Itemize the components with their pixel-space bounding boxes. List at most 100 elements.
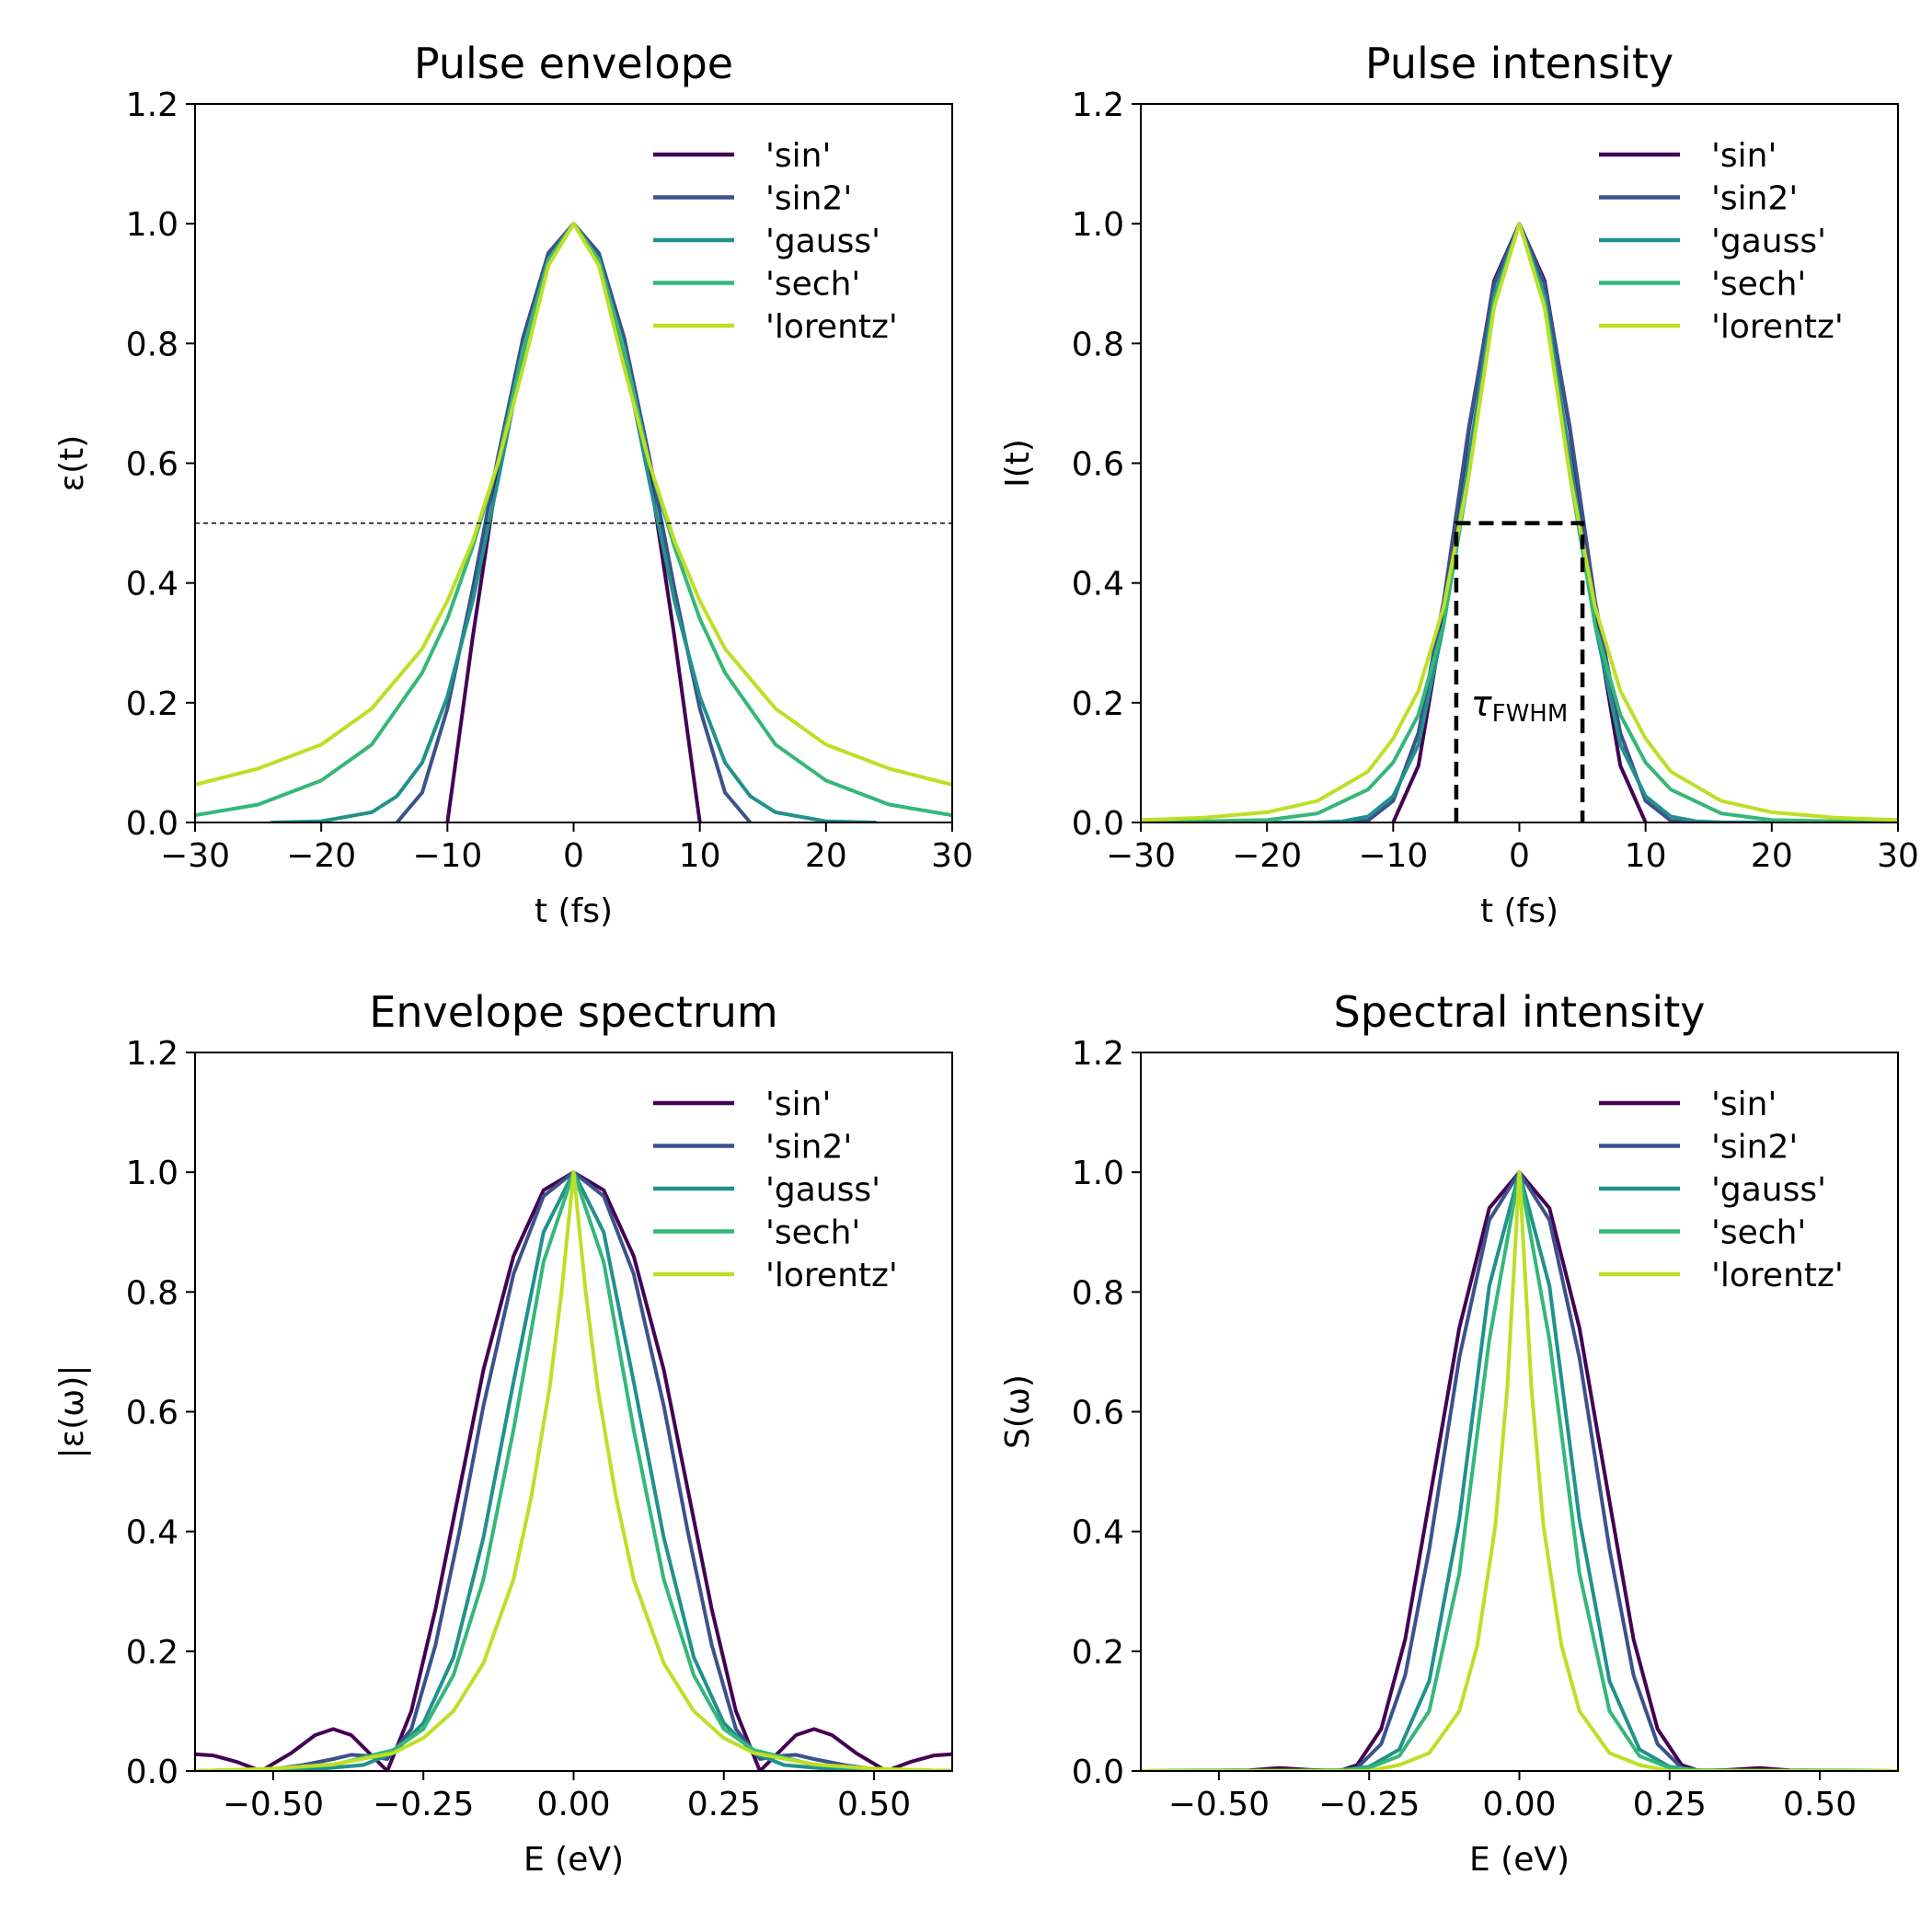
series-line-lorentz bbox=[195, 222, 952, 787]
y-tick-label: 0.6 bbox=[1072, 446, 1124, 484]
y-tick-label: 1.0 bbox=[1072, 1155, 1124, 1192]
legend-label-sin2: 'sin2' bbox=[1711, 1129, 1798, 1167]
y-tick-label: 0.0 bbox=[126, 805, 178, 843]
x-tick-label: 0 bbox=[563, 837, 584, 875]
y-tick-label: 0.2 bbox=[126, 685, 178, 723]
series-lines bbox=[195, 222, 952, 822]
legend-label-lorentz: 'lorentz' bbox=[1711, 1257, 1844, 1294]
y-tick-label: 1.0 bbox=[1072, 206, 1124, 244]
x-tick-label: 0.00 bbox=[536, 1786, 610, 1823]
legend-label-sech: 'sech' bbox=[765, 1214, 860, 1252]
y-tick-label: 0.0 bbox=[126, 1754, 178, 1791]
panel-title: Pulse envelope bbox=[414, 39, 733, 88]
x-axis-label: t (fs) bbox=[1480, 892, 1558, 930]
y-axis-label: |ε(ω)| bbox=[53, 1365, 91, 1459]
x-tick-label: −30 bbox=[1106, 837, 1176, 875]
series-line-lorentz bbox=[195, 1170, 952, 1771]
y-tick-label: 0.2 bbox=[1072, 685, 1124, 723]
x-axis-label: E (eV) bbox=[1469, 1841, 1570, 1879]
legend-label-gauss: 'gauss' bbox=[765, 1171, 880, 1209]
fwhm-bracket bbox=[1454, 521, 1585, 822]
series-lines bbox=[1141, 1170, 1898, 1771]
x-tick-label: −0.25 bbox=[373, 1786, 474, 1823]
x-tick-label: 20 bbox=[805, 837, 847, 875]
y-tick-label: 0.2 bbox=[126, 1634, 178, 1672]
x-tick-label: −20 bbox=[1232, 837, 1302, 875]
legend: 'sin' 'sin2' 'gauss' 'sech' 'lorentz' bbox=[653, 137, 898, 346]
legend: 'sin' 'sin2' 'gauss' 'sech' 'lorentz' bbox=[1599, 1086, 1844, 1294]
legend-label-gauss: 'gauss' bbox=[765, 223, 880, 260]
x-tick-label: −10 bbox=[1358, 837, 1428, 875]
x-axis-label: t (fs) bbox=[535, 892, 613, 930]
legend-label-sin2: 'sin2' bbox=[765, 180, 852, 218]
series-line-lorentz bbox=[1141, 222, 1898, 822]
y-tick-label: 0.4 bbox=[126, 566, 178, 604]
legend: 'sin' 'sin2' 'gauss' 'sech' 'lorentz' bbox=[653, 1086, 898, 1294]
legend-label-sech: 'sech' bbox=[1711, 1214, 1806, 1252]
fwhm-label: τFWHM bbox=[1471, 684, 1569, 728]
legend-label-lorentz: 'lorentz' bbox=[1711, 308, 1844, 346]
panel-2: Pulse intensity τFWHM −30 −20 −10 0 10 20 30 0.0 0… bbox=[999, 39, 1919, 930]
fwhm-label-subscript: FWHM bbox=[1492, 700, 1569, 728]
x-tick-label: 0.50 bbox=[1783, 1786, 1857, 1823]
y-tick-label: 0.0 bbox=[1072, 1754, 1124, 1791]
panel-title: Spectral intensity bbox=[1334, 987, 1706, 1037]
y-tick-label: 0.2 bbox=[1072, 1634, 1124, 1672]
series-lines bbox=[195, 1170, 952, 1771]
panel-1: Pulse envelope −30 −20 −10 0 10 20 30 0.0 0.2 0.4 0… bbox=[53, 39, 973, 930]
panel-title: Envelope spectrum bbox=[369, 987, 777, 1037]
y-tick-label: 1.2 bbox=[126, 1035, 178, 1073]
panel-title: Pulse intensity bbox=[1365, 39, 1673, 88]
x-tick-label: 0.00 bbox=[1482, 1786, 1556, 1823]
y-tick-label: 0.4 bbox=[126, 1514, 178, 1552]
x-tick-label: 10 bbox=[1625, 837, 1667, 875]
x-tick-label: 10 bbox=[679, 837, 721, 875]
y-tick-label: 0.8 bbox=[126, 1274, 178, 1312]
legend-label-sin2: 'sin2' bbox=[765, 1129, 852, 1167]
y-tick-label: 1.0 bbox=[126, 1155, 178, 1192]
y-axis-label: S(ω) bbox=[999, 1374, 1037, 1449]
panel-3: Envelope spectrum −0.50 −0.25 0.00 0.25 0.50 0… bbox=[53, 987, 953, 1879]
x-tick-label: 0.50 bbox=[837, 1786, 911, 1823]
legend-label-lorentz: 'lorentz' bbox=[765, 1257, 898, 1294]
panel-4: Spectral intensity −0.50 −0.25 0.00 0.25 0.50… bbox=[999, 987, 1899, 1879]
y-tick-label: 1.0 bbox=[126, 206, 178, 244]
y-tick-label: 0.6 bbox=[126, 1395, 178, 1432]
legend-label-lorentz: 'lorentz' bbox=[765, 308, 898, 346]
legend-label-gauss: 'gauss' bbox=[1711, 223, 1826, 260]
legend-label-sech: 'sech' bbox=[1711, 266, 1806, 304]
y-tick-label: 0.0 bbox=[1072, 805, 1124, 843]
y-tick-label: 0.8 bbox=[126, 326, 178, 363]
y-tick-label: 0.6 bbox=[1072, 1395, 1124, 1432]
x-tick-label: 0 bbox=[1509, 837, 1530, 875]
x-tick-label: −30 bbox=[160, 837, 230, 875]
y-tick-label: 1.2 bbox=[126, 86, 178, 124]
x-tick-label: −20 bbox=[286, 837, 356, 875]
y-tick-label: 1.2 bbox=[1072, 86, 1124, 124]
y-tick-label: 0.8 bbox=[1072, 326, 1124, 363]
y-tick-label: 0.6 bbox=[126, 446, 178, 484]
x-tick-label: −0.50 bbox=[1168, 1786, 1270, 1823]
x-tick-label: 0.25 bbox=[687, 1786, 761, 1823]
legend-label-sin: 'sin' bbox=[1711, 1086, 1777, 1123]
legend-label-sech: 'sech' bbox=[765, 266, 860, 304]
legend-label-sin: 'sin' bbox=[765, 1086, 831, 1123]
y-tick-label: 1.2 bbox=[1072, 1035, 1124, 1073]
legend-label-sin: 'sin' bbox=[1711, 137, 1777, 175]
x-axis-label: E (eV) bbox=[523, 1841, 624, 1879]
y-tick-label: 0.4 bbox=[1072, 566, 1124, 604]
y-axis-label: I(t) bbox=[999, 439, 1037, 488]
y-axis-label: ε(t) bbox=[53, 435, 91, 492]
x-tick-label: 0.25 bbox=[1633, 1786, 1707, 1823]
subplot-grid: Pulse envelope −30 −20 −10 0 10 20 30 0.0 0.2 0.4 0… bbox=[53, 39, 1919, 1879]
x-tick-label: −0.50 bbox=[223, 1786, 324, 1823]
x-tick-label: 20 bbox=[1751, 837, 1793, 875]
series-lines bbox=[1141, 222, 1898, 822]
legend: 'sin' 'sin2' 'gauss' 'sech' 'lorentz' bbox=[1599, 137, 1844, 346]
series-line-lorentz bbox=[1141, 1170, 1898, 1771]
x-tick-label: −10 bbox=[412, 837, 482, 875]
y-tick-label: 0.4 bbox=[1072, 1514, 1124, 1552]
x-tick-label: 30 bbox=[1877, 837, 1919, 875]
